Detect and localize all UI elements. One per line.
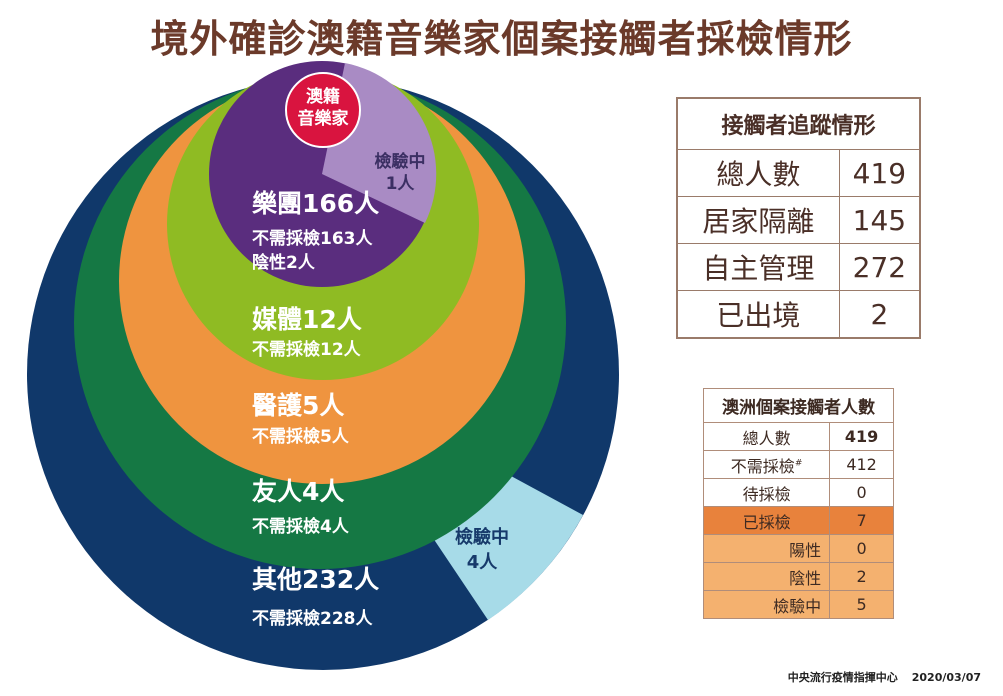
table2-label: 待採檢 [702, 478, 831, 507]
footnote-mark: # [794, 458, 803, 469]
other-testing-label-2: 4人 [467, 552, 499, 573]
contact-tracing-table: 接觸者追蹤情形 總人數 419 居家隔離 145 自主管理 272 已出境 2 [676, 97, 921, 339]
table1-value: 419 [838, 149, 921, 197]
table1-label: 總人數 [676, 149, 840, 197]
table-row: 已採檢 7 [702, 506, 894, 535]
table-row: 自主管理 272 [676, 243, 921, 291]
table2-value: 412 [829, 450, 894, 479]
table-row: 總人數 419 [676, 149, 921, 197]
medical-sub-label: 不需採檢5人 [252, 426, 350, 447]
table2-header: 澳洲個案接觸者人數 [703, 388, 894, 423]
band-sub-label-2: 陰性2人 [252, 252, 316, 273]
table2-value: 419 [829, 422, 894, 451]
table1-value: 272 [838, 243, 921, 291]
footer-date: 2020/03/07 [911, 671, 981, 684]
table-row: 已出境 2 [676, 290, 921, 339]
table-row: 不需採檢# 412 [702, 450, 894, 479]
page-title: 境外確診澳籍音樂家個案接觸者採檢情形 [150, 17, 853, 61]
table1-label: 居家隔離 [676, 196, 840, 244]
table2-value: 5 [829, 590, 894, 619]
footer: 中央流行疫情指揮中心 2020/03/07 [774, 669, 981, 685]
band-label: 樂團166人 [252, 189, 379, 218]
table2-label: 不需採檢 [730, 456, 795, 476]
table2-value: 0 [829, 534, 894, 563]
table2-value: 2 [829, 562, 894, 591]
table-row: 陽性 0 [702, 534, 894, 563]
table-row: 待採檢 0 [702, 478, 894, 507]
center-label-line2: 音樂家 [298, 108, 349, 129]
table2-value: 7 [829, 506, 894, 535]
center-circle [285, 72, 361, 148]
table-row: 檢驗中 5 [702, 590, 894, 619]
other-sub-label: 不需採檢228人 [252, 608, 373, 629]
footer-org: 中央流行疫情指揮中心 [787, 671, 898, 684]
band-testing-label-2: 1人 [386, 174, 416, 194]
other-testing-label-1: 檢驗中 [455, 526, 509, 548]
media-sub-label: 不需採檢12人 [252, 339, 362, 360]
media-label: 媒體12人 [252, 305, 362, 334]
table-row: 居家隔離 145 [676, 196, 921, 244]
table2-label: 檢驗中 [702, 590, 831, 619]
table1-value: 145 [838, 196, 921, 244]
friends-sub-label: 不需採檢4人 [252, 516, 350, 537]
band-sub-label: 不需採檢163人 [252, 228, 373, 249]
table1-label: 自主管理 [676, 243, 840, 291]
table-row: 總人數 419 [702, 422, 894, 451]
table1-label: 已出境 [676, 290, 840, 339]
table1-value: 2 [838, 290, 921, 339]
friends-label: 友人4人 [252, 477, 344, 506]
nested-circle-chart: 澳籍 音樂家 檢驗中 1人 樂團166人 不需採檢163人 陰性2人 媒體12人… [27, 61, 619, 670]
medical-label: 醫護5人 [252, 391, 344, 420]
center-label-line1: 澳籍 [306, 86, 340, 107]
table2-label: 陰性 [702, 562, 831, 591]
table2-label-cell: 不需採檢# [702, 450, 831, 479]
band-testing-label-1: 檢驗中 [375, 151, 426, 172]
table2-label: 總人數 [702, 422, 831, 451]
table1-header: 接觸者追蹤情形 [676, 97, 921, 150]
australia-contacts-table: 澳洲個案接觸者人數 總人數 419 不需採檢# 412 待採檢 0 已採檢 7 … [702, 388, 894, 619]
table2-label: 已採檢 [702, 506, 831, 535]
table-row: 陰性 2 [702, 562, 894, 591]
table2-label: 陽性 [702, 534, 831, 563]
table2-value: 0 [829, 478, 894, 507]
other-label: 其他232人 [252, 565, 379, 594]
